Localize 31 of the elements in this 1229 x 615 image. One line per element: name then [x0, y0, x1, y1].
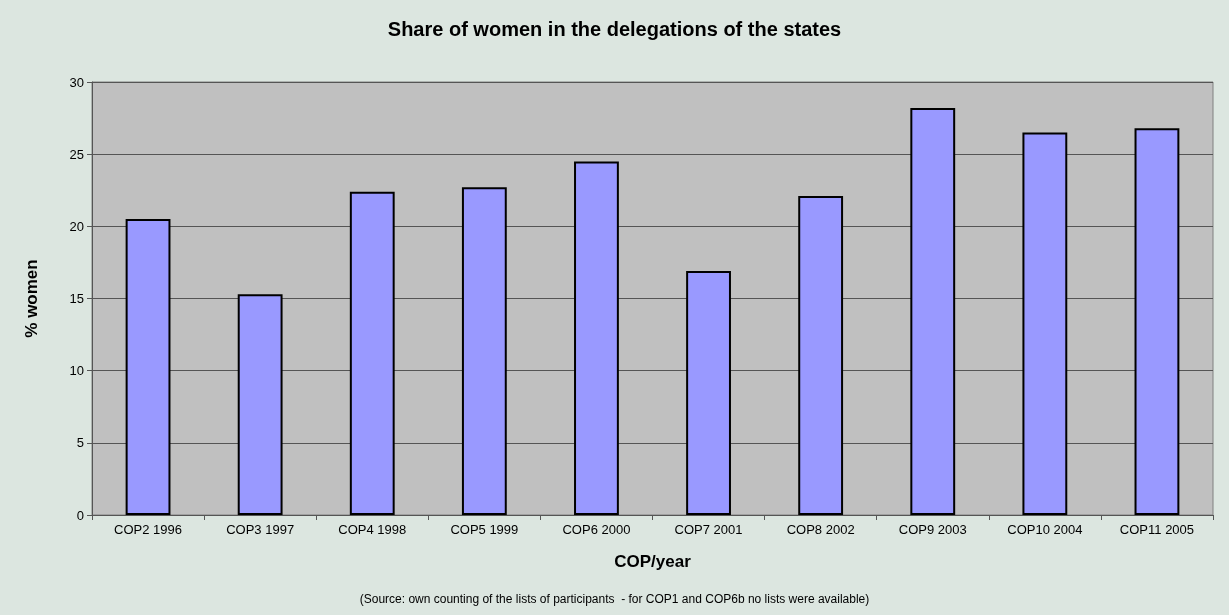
bar	[910, 107, 956, 515]
bar	[574, 161, 619, 515]
bar	[349, 191, 395, 515]
bar	[1134, 128, 1180, 515]
y-tick-label: 15	[69, 291, 84, 306]
y-tick-label: 25	[69, 146, 84, 162]
x-tick-label: COP2 1996	[114, 522, 183, 537]
bar	[686, 271, 731, 515]
y-axis-title: % women	[22, 259, 41, 338]
bar	[1022, 132, 1068, 515]
x-tick-label: COP8 2002	[786, 522, 855, 537]
x-tick-label: COP5 1999	[450, 522, 519, 537]
y-tick-label: 30	[69, 74, 84, 90]
bar	[125, 219, 171, 515]
y-tick-label: 10	[69, 363, 84, 379]
x-tick-label: COP3 1997	[226, 522, 295, 537]
y-tick-label: 0	[76, 507, 84, 523]
bar	[798, 196, 844, 515]
x-tick-label: COP11 2005	[1119, 522, 1195, 537]
x-tick-label: COP7 2001	[674, 522, 743, 537]
text: (Source: own counting of the lists of participants - for COP1 and COP6b no lists were available)	[359, 592, 870, 606]
x-tick-label: COP6 2000	[562, 522, 631, 537]
x-tick-label: COP4 1998	[338, 522, 407, 537]
bar	[461, 187, 507, 515]
x-tick-label: COP10 2004	[1007, 522, 1083, 537]
chart-title: Share of women in the delegations of the states	[387, 18, 842, 40]
y-tick-label: 20	[69, 218, 84, 234]
bar	[237, 294, 283, 515]
y-tick-label: 5	[76, 435, 84, 451]
x-axis-title: COP/year	[614, 552, 692, 571]
x-tick-label: COP9 2003	[898, 522, 967, 537]
